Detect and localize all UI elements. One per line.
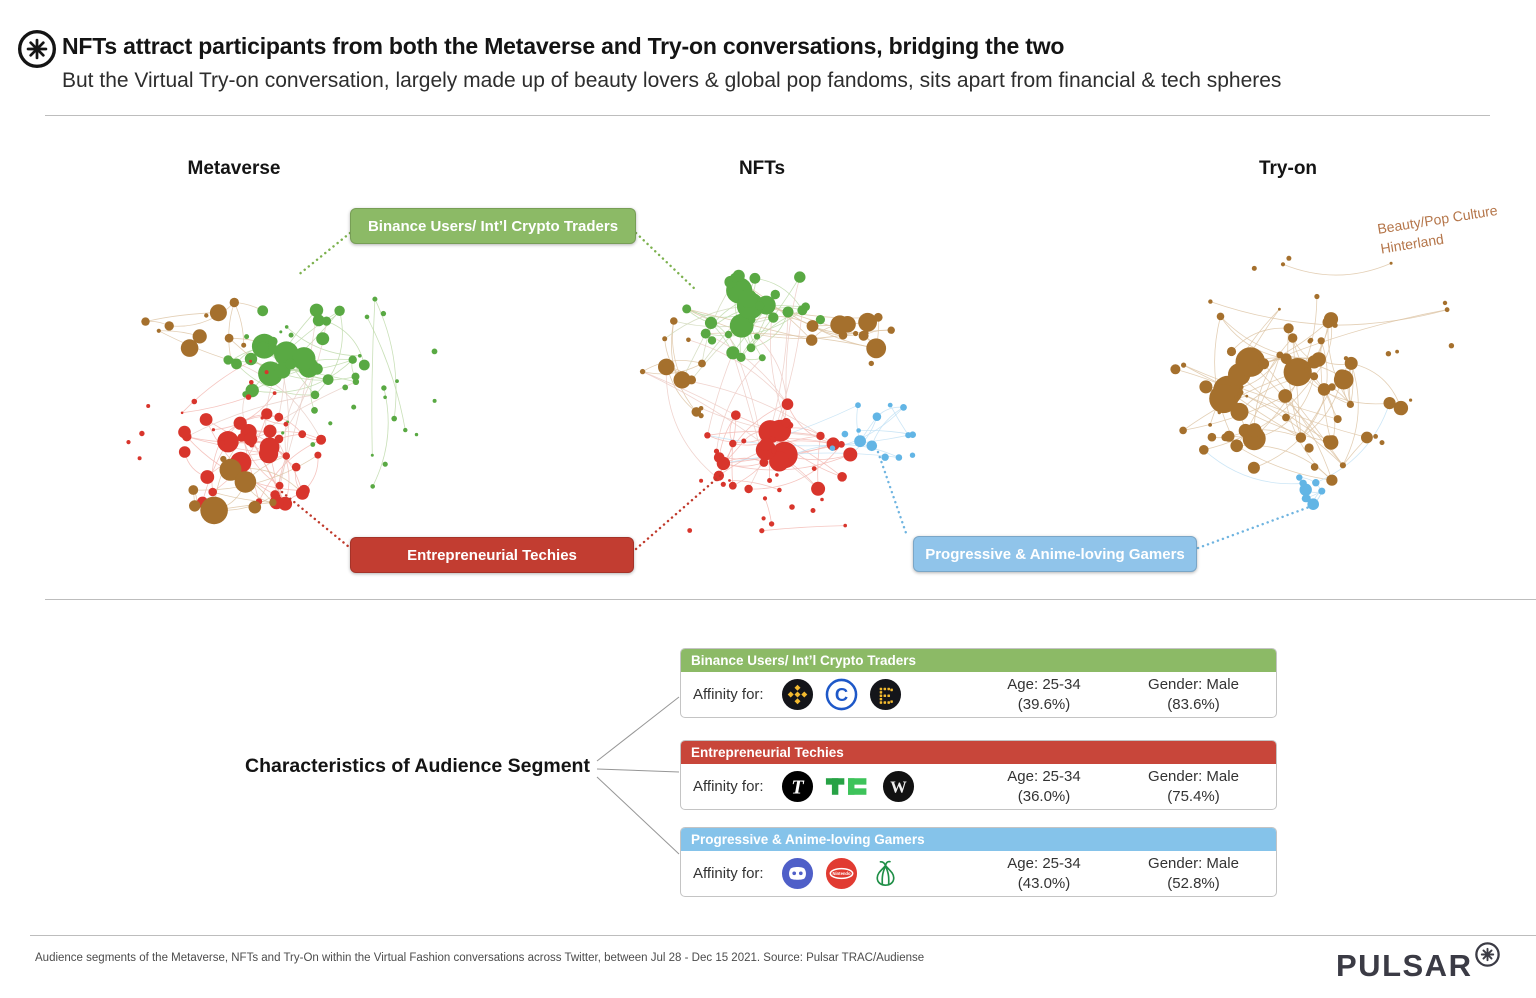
metaverse-network	[126, 296, 438, 525]
svg-text:C: C	[835, 684, 848, 705]
coinbase-icon: C	[825, 678, 858, 711]
source-caption: Audience segments of the Metaverse, NFTs…	[35, 952, 925, 964]
affinity-icons: Nintendo	[781, 857, 949, 890]
svg-text:Nintendo: Nintendo	[832, 871, 850, 876]
card-header: Entrepreneurial Techies	[681, 741, 1276, 764]
pulsar-logo-icon	[16, 28, 58, 70]
affinity-label: Affinity for:	[693, 865, 764, 882]
page-title: NFTs attract participants from both the …	[62, 33, 1065, 59]
binance-icon	[781, 678, 814, 711]
footer-divider	[30, 935, 1536, 936]
techcrunch-icon	[825, 770, 871, 803]
svg-text:T: T	[791, 776, 805, 798]
wsj-icon: W	[882, 770, 915, 803]
gender-stat: Gender: Male (83.6%)	[1148, 676, 1239, 713]
segment-label-progressive-gamers: Progressive & Anime-loving Gamers	[913, 536, 1197, 572]
svg-text:W: W	[890, 777, 907, 796]
pulsar-brandmark: PULSAR	[1336, 941, 1501, 981]
affinity-icons: C	[781, 678, 949, 711]
age-stat: Age: 25-34 (36.0%)	[1007, 768, 1081, 805]
age-stat: Age: 25-34 (43.0%)	[1007, 855, 1081, 892]
gender-stat: Gender: Male (52.8%)	[1148, 855, 1239, 892]
the-onion-icon	[869, 857, 902, 890]
pulsar-wordmark: PULSAR	[1336, 948, 1473, 983]
affinity-label: Affinity for:	[693, 686, 764, 703]
section-divider	[45, 599, 1536, 600]
gender-stat: Gender: Male (75.4%)	[1148, 768, 1239, 805]
segment-label-binance-users: Binance Users/ Int’l Crypto Traders	[350, 208, 636, 244]
column-label-metaverse: Metaverse	[187, 158, 281, 179]
nfts-network	[639, 269, 916, 534]
nintendo-icon: Nintendo	[825, 857, 858, 890]
age-stat: Age: 25-34 (39.6%)	[1007, 676, 1081, 713]
tryon-network	[1170, 255, 1455, 511]
column-label-nfts: NFTs	[738, 158, 786, 179]
page-subtitle: But the Virtual Try-on conversation, lar…	[62, 69, 1282, 92]
pulsar-logo-icon	[1474, 941, 1501, 968]
new-york-times-icon: T	[781, 770, 814, 803]
hinterland-annotation: Beauty/Pop Culture Hinterland	[1376, 201, 1502, 259]
segment-label-entrepreneurial-techies: Entrepreneurial Techies	[350, 537, 634, 573]
characteristics-title: Characteristics of Audience Segment	[245, 755, 590, 777]
column-label-tryon: Try-on	[1258, 158, 1318, 179]
crypto-exchange-icon	[869, 678, 902, 711]
discord-icon	[781, 857, 814, 890]
affinity-label: Affinity for:	[693, 778, 764, 795]
segment-card-binance-users: Binance Users/ Int’l Crypto Traders Affi…	[680, 648, 1277, 718]
card-header: Binance Users/ Int’l Crypto Traders	[681, 649, 1276, 672]
header-divider	[45, 115, 1490, 116]
segment-card-progressive-gamers: Progressive & Anime-loving Gamers Affini…	[680, 827, 1277, 897]
card-header: Progressive & Anime-loving Gamers	[681, 828, 1276, 851]
